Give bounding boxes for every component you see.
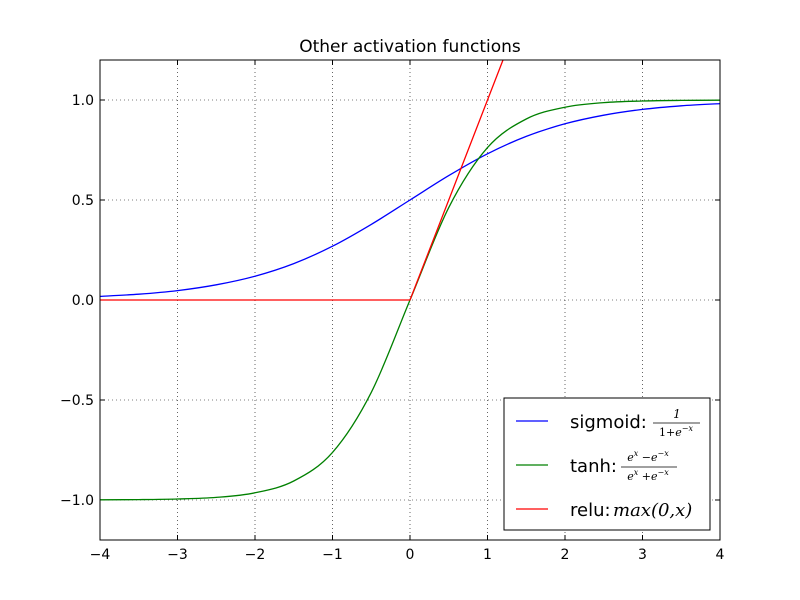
- x-tick-label: −2: [245, 547, 266, 563]
- legend-label-relu: relu:: [570, 500, 611, 521]
- x-tick-label: 4: [716, 547, 725, 563]
- y-tick-labels: −1.0 −0.5 0.0 0.5 1.0: [60, 93, 94, 509]
- chart-title: Other activation functions: [299, 37, 521, 57]
- y-tick-label: −0.5: [60, 393, 94, 409]
- x-tick-label: 3: [638, 547, 647, 563]
- legend-formula-tanh: ex −e−x ex +e−x: [621, 449, 677, 483]
- x-tick-label: −4: [90, 547, 111, 563]
- x-tick-labels: −4 −3 −2 −1 0 1 2 3 4: [90, 547, 725, 563]
- legend-label-tanh: tanh:: [570, 456, 617, 477]
- y-tick-label: 0.5: [72, 193, 94, 209]
- svg-text:1: 1: [673, 407, 681, 421]
- legend-label-sigmoid: sigmoid:: [570, 412, 647, 433]
- y-tick-label: 1.0: [72, 93, 94, 109]
- x-tick-label: 2: [561, 547, 570, 563]
- series: [100, 60, 720, 501]
- x-tick-label: −3: [167, 547, 188, 563]
- y-tick-label: 0.0: [72, 293, 94, 309]
- series-line-sigmoid: [100, 102, 720, 298]
- y-tick-label: −1.0: [60, 493, 94, 509]
- legend: sigmoid: 1 1+e−x tanh: ex −e−x ex +e−x r…: [503, 397, 711, 531]
- legend-box: [503, 397, 711, 531]
- x-tick-label: 0: [406, 547, 415, 563]
- plot-frame: [99, 59, 721, 541]
- x-tick-label: 1: [483, 547, 492, 563]
- legend-formula-relu: max(0,x): [613, 500, 692, 521]
- series-line-relu: [100, 60, 504, 301]
- x-tick-label: −1: [322, 547, 343, 563]
